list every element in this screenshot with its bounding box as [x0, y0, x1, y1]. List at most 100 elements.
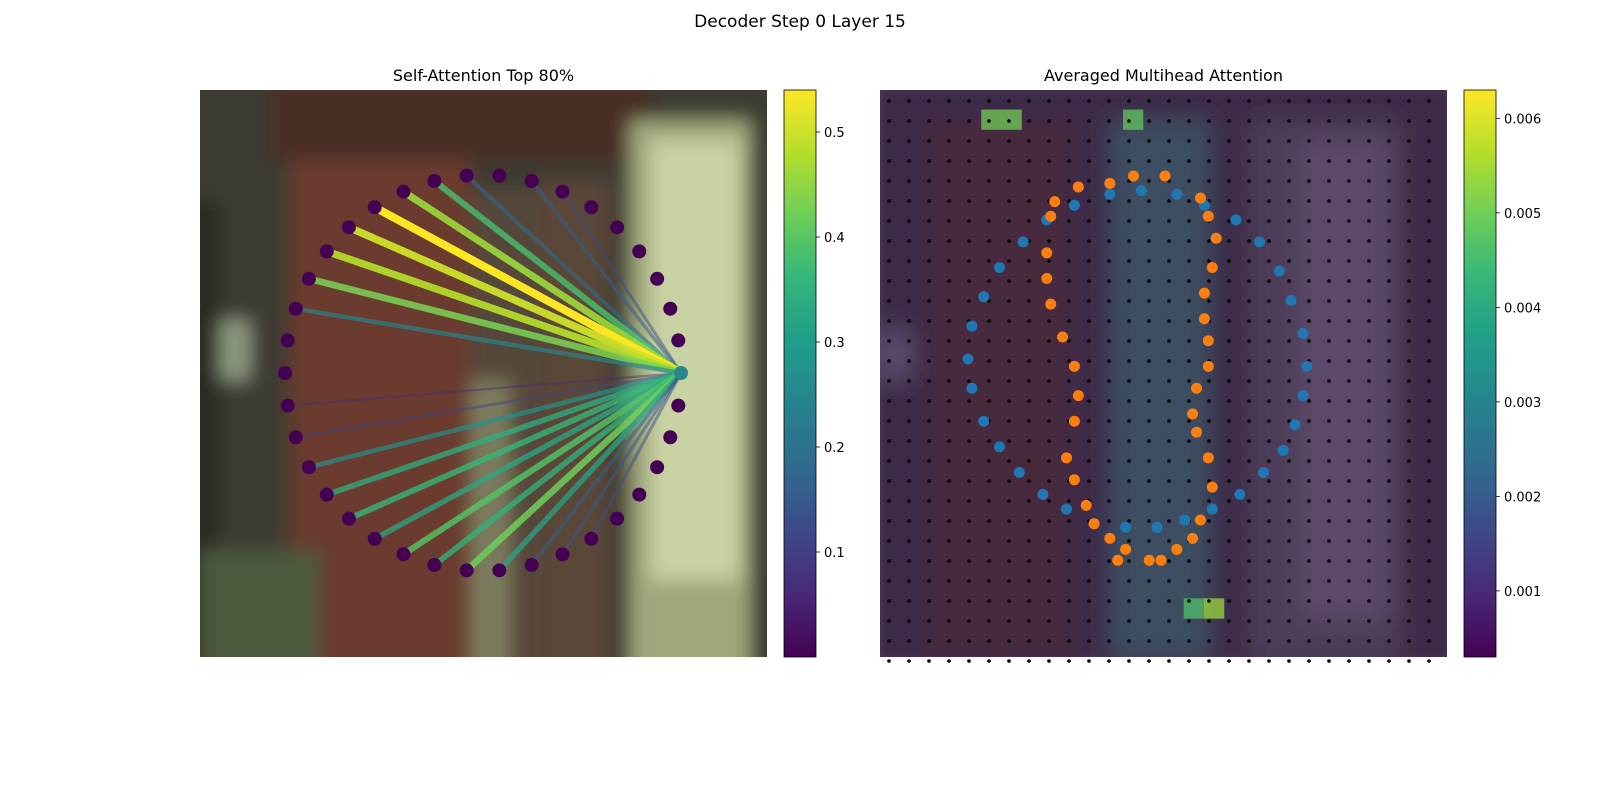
grid-dot — [1107, 139, 1111, 143]
grid-dot — [1187, 179, 1191, 183]
colorbar-tick-label: 0.002 — [1504, 490, 1541, 505]
grid-dot — [1227, 179, 1231, 183]
grid-dot — [1067, 179, 1071, 183]
grid-dot — [947, 439, 951, 443]
grid-dot — [1167, 419, 1171, 423]
grid-dot — [1367, 279, 1371, 283]
grid-dot — [1047, 599, 1051, 603]
heatmap-cell — [1204, 598, 1225, 619]
grid-dot — [1347, 139, 1351, 143]
target-point — [1155, 554, 1167, 566]
grid-dot — [1247, 559, 1251, 563]
grid-dot — [1247, 439, 1251, 443]
grid-dot — [1187, 299, 1191, 303]
grid-dot — [1407, 559, 1411, 563]
grid-dot — [1287, 219, 1291, 223]
grid-dot — [1407, 439, 1411, 443]
target-point — [1143, 554, 1155, 566]
grid-dot — [1187, 359, 1191, 363]
attention-node — [301, 271, 316, 286]
grid-dot — [1227, 419, 1231, 423]
grid-dot — [907, 439, 911, 443]
grid-dot — [1307, 379, 1311, 383]
grid-dot — [1307, 119, 1311, 123]
grid-dot — [887, 619, 891, 623]
grid-dot — [907, 319, 911, 323]
grid-dot — [1127, 459, 1131, 463]
grid-dot — [1367, 619, 1371, 623]
context-point — [1171, 188, 1183, 200]
grid-dot — [1227, 479, 1231, 483]
grid-dot — [947, 299, 951, 303]
grid-dot — [1087, 419, 1091, 423]
grid-dot — [1067, 359, 1071, 363]
grid-dot — [1407, 379, 1411, 383]
grid-dot — [1067, 659, 1071, 663]
grid-dot — [1227, 499, 1231, 503]
grid-dot — [1147, 439, 1151, 443]
grid-dot — [967, 479, 971, 483]
grid-dot — [1247, 159, 1251, 163]
grid-dot — [1327, 179, 1331, 183]
grid-dot — [1187, 419, 1191, 423]
grid-dot — [1267, 439, 1271, 443]
grid-dot — [1167, 219, 1171, 223]
grid-dot — [1427, 359, 1431, 363]
attention-edge — [401, 370, 683, 557]
grid-dot — [1247, 379, 1251, 383]
grid-dot — [1007, 659, 1011, 663]
grid-dot — [987, 199, 991, 203]
grid-dot — [1007, 139, 1011, 143]
grid-dot — [1267, 519, 1271, 523]
attention-edge — [432, 370, 683, 568]
grid-dot — [987, 459, 991, 463]
colorbar-tick-label: 0.2 — [824, 441, 845, 456]
grid-dot — [1067, 319, 1071, 323]
grid-dot — [1247, 319, 1251, 323]
grid-dot — [1247, 599, 1251, 603]
attention-node — [341, 511, 356, 526]
grid-dot — [1087, 219, 1091, 223]
grid-dot — [1187, 459, 1191, 463]
grid-dot — [1027, 199, 1031, 203]
grid-dot — [887, 459, 891, 463]
grid-dot — [1087, 539, 1091, 543]
grid-dot — [1247, 239, 1251, 243]
attention-edge — [589, 372, 683, 540]
grid-dot — [1047, 139, 1051, 143]
grid-dot — [1307, 419, 1311, 423]
attention-edge — [347, 370, 683, 522]
grid-dot — [987, 119, 991, 123]
grid-dot — [907, 139, 911, 143]
grid-dot — [1027, 379, 1031, 383]
attention-node — [278, 366, 292, 380]
grid-dot — [1067, 159, 1071, 163]
grid-dot — [1147, 479, 1151, 483]
grid-dot — [967, 559, 971, 563]
grid-dot — [927, 139, 931, 143]
grid-dot — [1367, 439, 1371, 443]
grid-dot — [967, 339, 971, 343]
grid-dot — [1407, 579, 1411, 583]
grid-dot — [1387, 659, 1391, 663]
grid-dot — [1367, 419, 1371, 423]
grid-dot — [1367, 539, 1371, 543]
grid-dot — [1347, 239, 1351, 243]
grid-dot — [1347, 219, 1351, 223]
grid-dot — [1107, 379, 1111, 383]
grid-dot — [1407, 659, 1411, 663]
attention-edge — [295, 306, 682, 376]
grid-dot — [1227, 159, 1231, 163]
attention-edge — [325, 370, 682, 498]
grid-dot — [887, 139, 891, 143]
context-point — [1179, 514, 1191, 526]
grid-dot — [1087, 99, 1091, 103]
grid-dot — [1087, 179, 1091, 183]
grid-dot — [907, 499, 911, 503]
grid-dot — [1407, 639, 1411, 643]
grid-dot — [1347, 199, 1351, 203]
context-point — [1297, 327, 1309, 339]
grid-dot — [1107, 99, 1111, 103]
grid-dot — [887, 539, 891, 543]
grid-dot — [1027, 559, 1031, 563]
